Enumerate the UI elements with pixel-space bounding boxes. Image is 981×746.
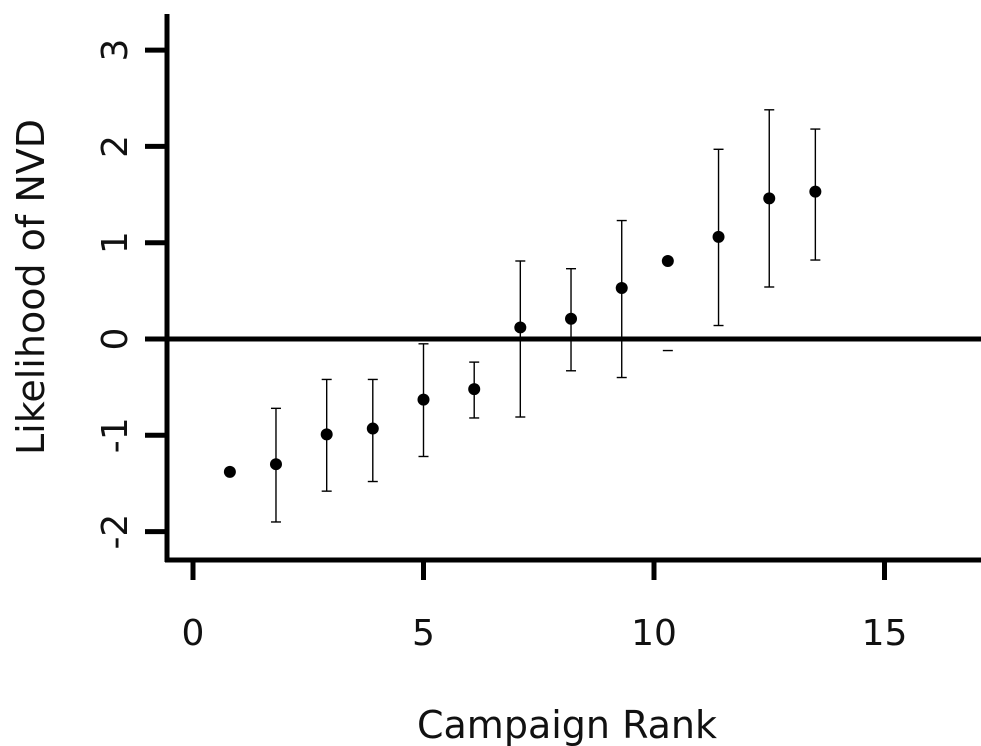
x-tick-label: 0 [182,613,205,654]
data-point-group [320,378,333,492]
x-tick-label: 15 [862,613,908,654]
y-axis-title: Likelihood of NVD [9,119,53,455]
ticks: 0 5 10 15 -2 -1 0 1 2 3 [95,39,907,654]
data-point [712,230,725,243]
x-tick-label: 5 [412,613,435,654]
data-point-group [763,109,776,288]
data-point-group [615,219,628,379]
data-point-group [417,343,430,458]
y-tick-label: 2 [95,135,136,158]
data-point [468,383,481,396]
data-marks [223,109,822,523]
x-tick-label: 10 [631,613,677,654]
data-point [223,465,236,478]
data-point-group [269,407,282,523]
data-point [417,393,430,406]
data-point [320,428,333,441]
data-point [809,185,822,198]
data-point-group [514,260,527,418]
y-tick-label: -1 [95,417,136,453]
data-point-group [661,254,674,352]
data-point [661,254,674,267]
data-point-group [712,148,725,327]
axes [164,14,981,563]
y-tick-label: 1 [95,231,136,254]
data-point-group [468,361,481,419]
y-tick-label: -2 [95,514,136,550]
data-point [269,458,282,471]
y-tick-label: 0 [95,328,136,351]
data-point [763,192,776,205]
data-point [615,281,628,294]
data-point-group [565,268,578,372]
data-point [514,321,527,334]
y-tick-label: 3 [95,39,136,62]
x-axis-title: Campaign Rank [417,703,717,746]
data-point [366,422,379,435]
data-point-group [223,465,236,478]
data-point [565,312,578,325]
data-point-group [366,378,379,483]
data-point-group [809,128,822,261]
